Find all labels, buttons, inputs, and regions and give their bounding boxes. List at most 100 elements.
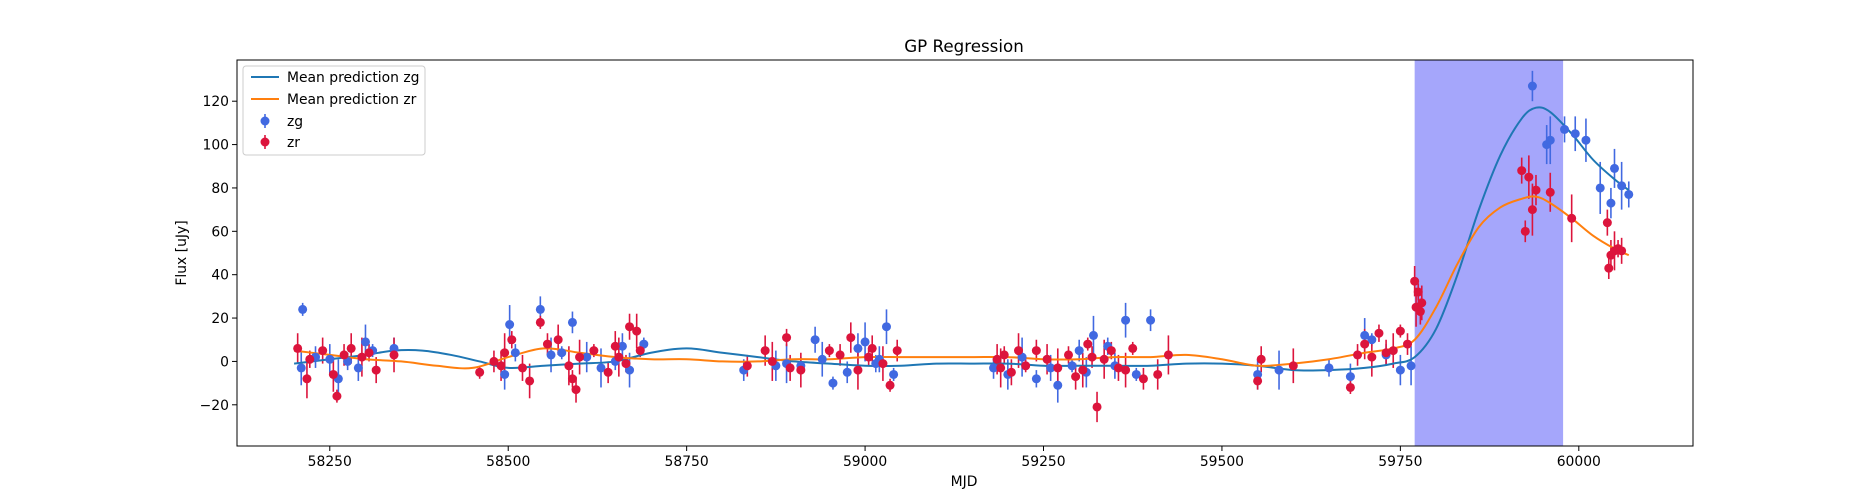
zr-point bbox=[892, 346, 902, 356]
zr-point bbox=[1253, 376, 1263, 386]
y-axis: −20 0 20 40 60 80 100 120 bbox=[200, 94, 237, 414]
zg-point bbox=[389, 343, 399, 353]
zg-point bbox=[1360, 330, 1370, 340]
zg-point bbox=[1606, 198, 1616, 208]
zg-point bbox=[1609, 163, 1619, 173]
zr-point bbox=[635, 346, 645, 356]
zr-point bbox=[1360, 339, 1370, 349]
zr-point bbox=[785, 363, 795, 373]
zg-point bbox=[1046, 363, 1056, 373]
x-tick-label: 58500 bbox=[486, 454, 530, 470]
zg-point bbox=[296, 363, 306, 373]
zr-point bbox=[293, 343, 303, 353]
zr-point bbox=[542, 339, 552, 349]
zr-point bbox=[1053, 363, 1063, 373]
zg-point bbox=[360, 337, 370, 347]
zg-point bbox=[1067, 361, 1077, 371]
zr-point bbox=[1527, 205, 1537, 215]
zr-point bbox=[475, 367, 485, 377]
zr-point bbox=[1353, 350, 1363, 360]
zr-point bbox=[1367, 352, 1377, 362]
y-tick-label: 60 bbox=[211, 224, 229, 240]
zr-point bbox=[1014, 346, 1024, 356]
zg-point bbox=[325, 354, 335, 364]
zg-point bbox=[596, 363, 606, 373]
zr-point bbox=[1381, 348, 1391, 358]
zr-point bbox=[853, 365, 863, 375]
zr-point bbox=[1042, 354, 1052, 364]
plot-frame bbox=[236, 59, 1694, 447]
zg-point bbox=[1617, 181, 1627, 191]
zg-point bbox=[1074, 346, 1084, 356]
zg-point bbox=[546, 350, 556, 360]
zr-point bbox=[553, 335, 563, 345]
x-tick-label: 58250 bbox=[308, 454, 352, 470]
zr-point bbox=[1413, 287, 1423, 297]
zr-point bbox=[389, 350, 399, 360]
zg-point bbox=[1527, 81, 1537, 91]
legend-label-zg-line: Mean prediction zg bbox=[287, 70, 419, 86]
zr-point bbox=[318, 346, 328, 356]
zr-point bbox=[1524, 172, 1534, 182]
zg-point bbox=[1345, 372, 1355, 382]
zg-point bbox=[1595, 183, 1605, 193]
y-tick-label: −20 bbox=[200, 398, 229, 414]
zr-point bbox=[1087, 352, 1097, 362]
zr-point bbox=[339, 350, 349, 360]
zr-point bbox=[1417, 298, 1427, 308]
y-tick-label: 20 bbox=[211, 311, 229, 327]
zr-point bbox=[796, 365, 806, 375]
zg-point bbox=[1624, 189, 1634, 199]
zr-point bbox=[1617, 246, 1627, 256]
zr-point bbox=[507, 335, 517, 345]
zr-point bbox=[364, 348, 374, 358]
zg-point bbox=[1545, 135, 1555, 145]
legend: Mean prediction zg Mean prediction zr zg… bbox=[242, 65, 426, 156]
zr-point bbox=[1403, 339, 1413, 349]
zr-point bbox=[621, 359, 631, 369]
zr-point bbox=[1071, 372, 1081, 382]
zr-point bbox=[1374, 328, 1384, 338]
zg-point bbox=[510, 348, 520, 358]
zg-point bbox=[1395, 365, 1405, 375]
zg-point bbox=[1570, 129, 1580, 139]
zr-point bbox=[1021, 361, 1031, 371]
zr-point bbox=[328, 369, 338, 379]
zr-point bbox=[1256, 354, 1266, 364]
zg-point bbox=[1088, 330, 1098, 340]
zg-point bbox=[828, 378, 838, 388]
zr-point bbox=[1520, 226, 1530, 236]
plot-area bbox=[293, 60, 1634, 446]
zg-point bbox=[989, 363, 999, 373]
zr-point bbox=[564, 361, 574, 371]
zr-point bbox=[500, 348, 510, 358]
zr-point bbox=[589, 346, 599, 356]
zg-point bbox=[567, 317, 577, 327]
zg-point bbox=[881, 322, 891, 332]
x-tick-label: 58750 bbox=[665, 454, 709, 470]
zr-point bbox=[305, 354, 315, 364]
zr-point bbox=[1099, 354, 1109, 364]
zr-point bbox=[1163, 350, 1173, 360]
zr-point bbox=[517, 363, 527, 373]
zr-point bbox=[535, 317, 545, 327]
zg-point bbox=[860, 337, 870, 347]
y-tick-label: 40 bbox=[211, 268, 229, 284]
zr-point bbox=[525, 376, 535, 386]
zr-point bbox=[1345, 382, 1355, 392]
zg-point bbox=[1053, 380, 1063, 390]
y-axis-label: Flux [uJy] bbox=[174, 220, 190, 285]
zg-point bbox=[500, 369, 510, 379]
zg-point bbox=[617, 341, 627, 351]
zr-point bbox=[1602, 218, 1612, 228]
zr-point bbox=[782, 333, 792, 343]
legend-label-zr: zr bbox=[287, 135, 300, 151]
zr-point bbox=[332, 391, 342, 401]
zg-point bbox=[298, 304, 308, 314]
zr-point bbox=[999, 350, 1009, 360]
zr-point bbox=[864, 352, 874, 362]
zr-point bbox=[614, 352, 624, 362]
x-tick-label: 59250 bbox=[1021, 454, 1065, 470]
zr-point bbox=[1415, 307, 1425, 317]
